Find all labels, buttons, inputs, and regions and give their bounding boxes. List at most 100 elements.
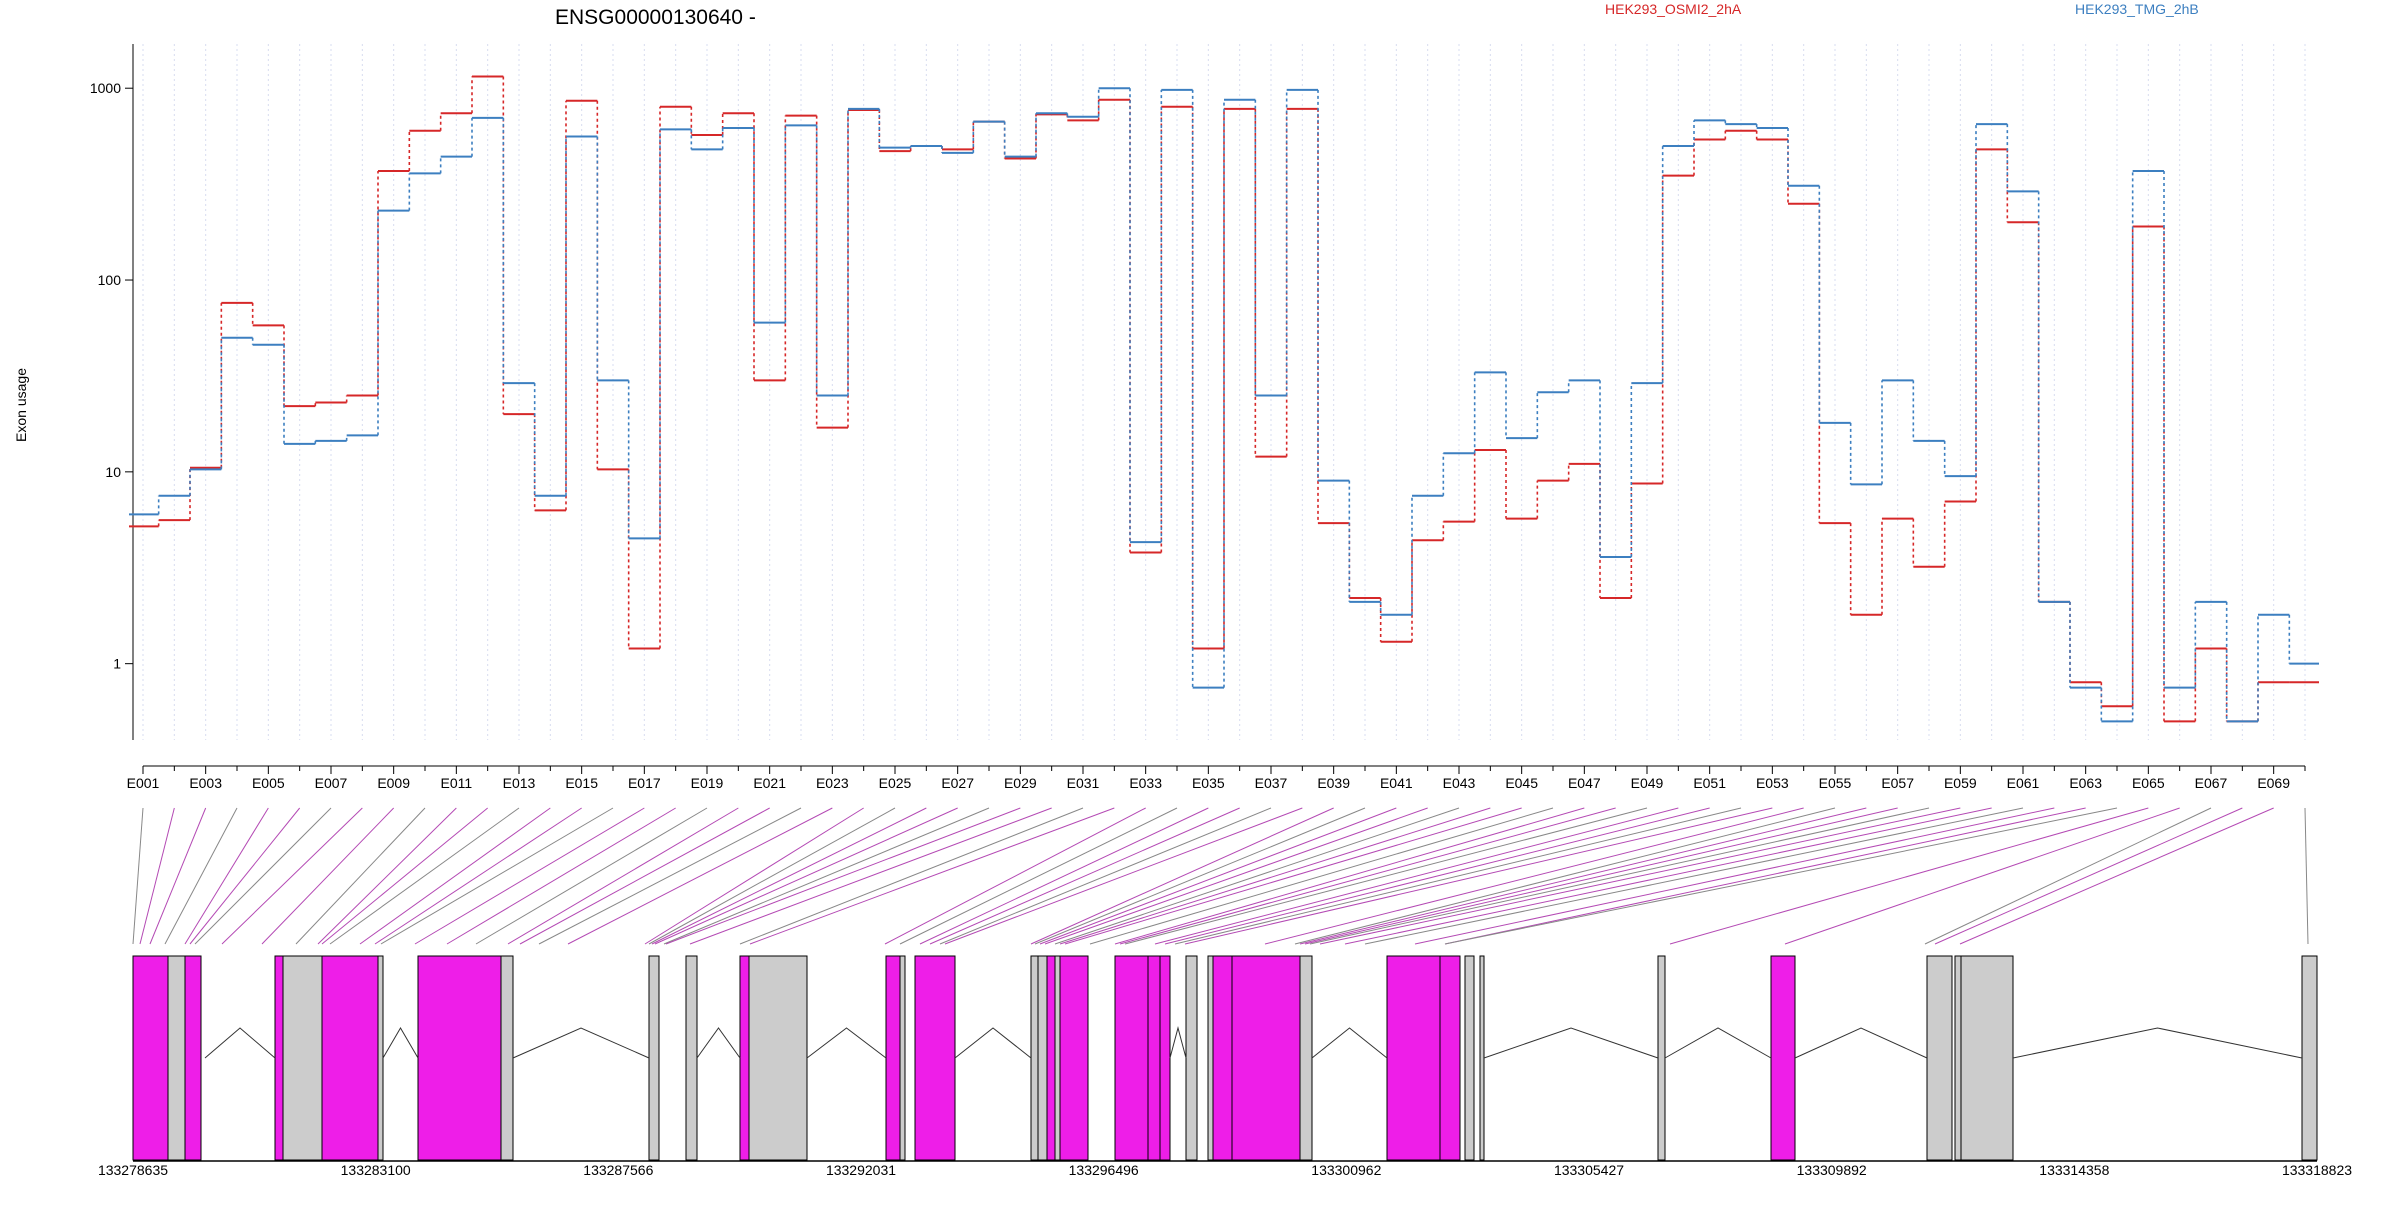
exon-block <box>739 955 750 1161</box>
x-tick-label: E049 <box>1631 775 1664 791</box>
intron-line <box>2012 1027 2303 1059</box>
exon-connector <box>317 807 457 945</box>
exon-connector <box>919 807 1209 945</box>
series-lines <box>129 75 2319 723</box>
exon-block <box>1960 955 2014 1161</box>
exon-block <box>1464 955 1475 1161</box>
intron-line <box>696 1027 741 1059</box>
genomic-tick-label: 133305427 <box>1554 1162 1624 1178</box>
genomic-tick-label: 133309892 <box>1797 1162 1867 1178</box>
exon-connector <box>939 807 1272 945</box>
exon-connector <box>1924 807 2212 945</box>
chart-title: ENSG00000130640 - <box>555 6 756 29</box>
exon-block <box>282 955 323 1161</box>
exon-connector <box>374 807 582 945</box>
exon-block <box>885 955 901 1161</box>
x-tick-label: E003 <box>189 775 222 791</box>
exon-connector <box>189 807 301 945</box>
exon-connector <box>1064 807 1522 945</box>
exon-connector <box>1364 807 2024 945</box>
x-tick-label: E025 <box>879 775 912 791</box>
exon-block <box>1046 955 1056 1161</box>
exon-connector <box>1444 807 2086 945</box>
x-tick-label: E015 <box>565 775 598 791</box>
exon-block <box>1054 955 1061 1161</box>
exon-connector <box>1344 807 1992 945</box>
exon-block <box>1030 955 1039 1161</box>
exon-connector <box>329 807 520 945</box>
x-tick-label: E065 <box>2132 775 2165 791</box>
y-axis-label: Exon usage <box>13 368 29 442</box>
exon-connector <box>519 807 770 945</box>
exon-connector <box>475 807 708 945</box>
exon-block <box>1114 955 1149 1161</box>
exon-block <box>1299 955 1313 1161</box>
exon-connector <box>261 807 395 945</box>
genomic-tick-label: 133283100 <box>341 1162 411 1178</box>
exon-connector <box>380 807 614 945</box>
exon-block <box>2301 955 2318 1161</box>
y-tick-label: 1 <box>113 656 121 672</box>
x-tick-label: E041 <box>1380 775 1413 791</box>
x-tick-label: E057 <box>1881 775 1914 791</box>
exon-connector <box>2304 807 2309 945</box>
legend-entry-series-2: HEK293_TMG_2hB <box>2075 1 2199 17</box>
exon-block <box>321 955 379 1161</box>
exon-connector <box>538 807 802 945</box>
x-tick-label: E059 <box>1944 775 1977 791</box>
exon-connector <box>944 807 1303 945</box>
exon-block <box>685 955 698 1161</box>
exon-connector <box>1034 807 1366 945</box>
x-tick-label: E067 <box>2195 775 2228 791</box>
exon-connector <box>739 807 1084 945</box>
exon-connector <box>164 807 238 945</box>
x-tick-label: E019 <box>691 775 724 791</box>
exon-block <box>648 955 660 1161</box>
exon-block <box>1147 955 1161 1161</box>
intron-line <box>1483 1027 1659 1059</box>
exon-connector <box>651 807 927 945</box>
exon-block <box>184 955 202 1161</box>
exon-connector <box>1030 807 1334 945</box>
genomic-tick-label: 133314358 <box>2039 1162 2109 1178</box>
x-tick-label: E033 <box>1129 775 1162 791</box>
exon-connector <box>884 807 1146 945</box>
x-tick-label: E043 <box>1443 775 1476 791</box>
exon-connector <box>1184 807 1773 945</box>
x-tick-label: E063 <box>2069 775 2102 791</box>
exon-connector <box>359 807 551 945</box>
intron-line <box>382 1027 419 1059</box>
intron-line <box>512 1027 650 1059</box>
x-tick-label: E069 <box>2257 775 2290 791</box>
exon-connector <box>132 807 144 945</box>
intron-line <box>954 1027 1032 1059</box>
exon-connector <box>929 807 1240 945</box>
intron-line <box>806 1027 887 1059</box>
x-tick-label: E053 <box>1756 775 1789 791</box>
exon-connector <box>1114 807 1585 945</box>
x-tick-label: E009 <box>377 775 410 791</box>
exon-connector <box>1299 807 1867 945</box>
exon-block <box>1185 955 1198 1161</box>
exon-connector <box>899 807 1178 945</box>
genomic-tick-label: 133278635 <box>98 1162 168 1178</box>
exon-block <box>1212 955 1233 1161</box>
exon-connector <box>414 807 645 945</box>
x-tick-label: E035 <box>1192 775 1225 791</box>
exon-connector <box>507 807 739 945</box>
x-tick-label: E051 <box>1693 775 1726 791</box>
exon-connector <box>665 807 1021 945</box>
exon-connector <box>1164 807 1710 945</box>
exon-connector <box>1959 807 2274 945</box>
x-tick-label: E055 <box>1819 775 1852 791</box>
gene-model-track <box>132 955 2318 1162</box>
x-tick-label: E037 <box>1255 775 1288 791</box>
exon-connector <box>1119 807 1616 945</box>
exon-connector <box>221 807 363 945</box>
x-tick-label: E005 <box>252 775 285 791</box>
exon-block <box>1657 955 1666 1161</box>
x-tick-label: E027 <box>941 775 974 791</box>
x-tick-label: E039 <box>1317 775 1350 791</box>
genomic-coordinate-axis: 133278635 133283100 133287566 133292031 1332… <box>98 1162 2352 1178</box>
